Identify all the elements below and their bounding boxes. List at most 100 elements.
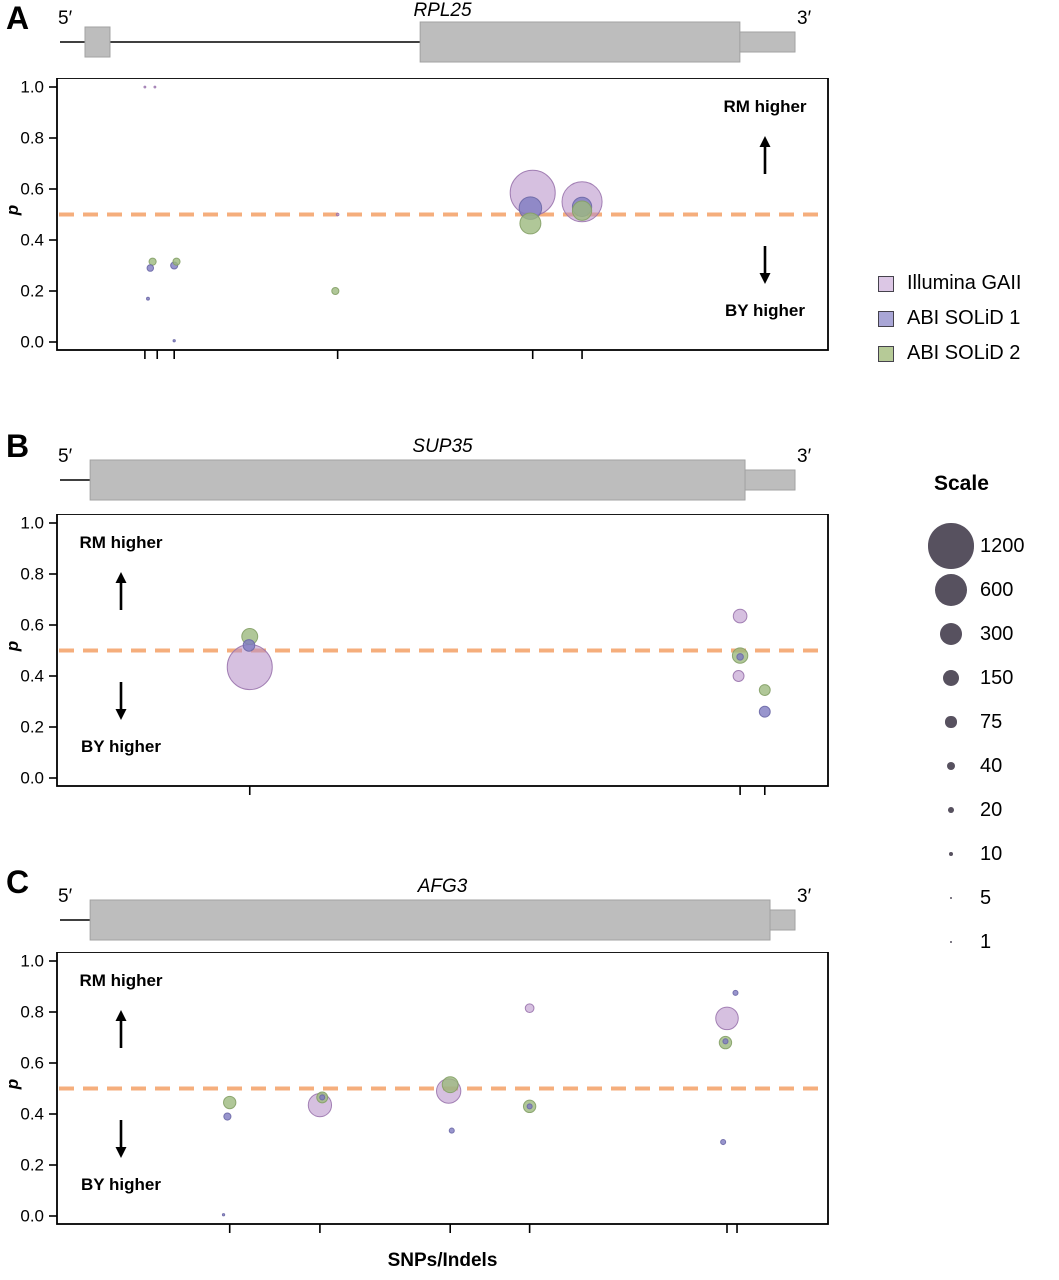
gene-structure-diagram-a [60, 21, 796, 63]
data-point-gaii [732, 608, 748, 624]
scale-circle [946, 761, 956, 771]
gene-exon-box [769, 909, 796, 931]
down-arrowhead [115, 1147, 127, 1158]
scale-size-label: 10 [980, 842, 1003, 865]
data-point-solid1 [736, 653, 744, 661]
scale-circle-cell [922, 940, 980, 944]
gene-exon-box [84, 26, 111, 58]
panel-label-b: B [6, 428, 30, 464]
data-point-solid1 [146, 264, 155, 272]
scale-row: 75 [922, 700, 1059, 744]
gene-structure-diagram-c [60, 899, 796, 941]
data-point-solid2 [148, 257, 157, 266]
y-tick-label: 0.8 [20, 1003, 44, 1022]
legend-label: Illumina GAII [907, 272, 1022, 294]
scale-circle-cell [922, 523, 980, 569]
legend-item-solid1: ABI SOLiD 1 [878, 307, 1021, 330]
scale-circle [935, 574, 967, 606]
scale-row: 300 [922, 612, 1059, 656]
scale-circle-cell [922, 896, 980, 900]
plot-frame [56, 514, 829, 787]
y-tick-label: 0.8 [20, 129, 44, 148]
platform-legend: Illumina GAII ABI SOLiD 1 ABI SOLiD 2 [878, 272, 1021, 365]
data-point-solid2 [571, 200, 593, 221]
y-tick-label: 0.6 [20, 616, 44, 635]
rm-higher-label: RM higher [723, 97, 806, 116]
scale-size-label: 1 [980, 930, 992, 953]
data-point-solid2 [331, 286, 340, 296]
scale-size-label: 20 [980, 798, 1003, 821]
bubble-plot-a: 0.0 0.2 0.4 0.6 0.8 1.0 RM higher BY higher [20, 78, 829, 359]
y-tick-label: 0.2 [20, 1156, 44, 1175]
y-tick-label: 1.0 [20, 952, 44, 971]
by-higher-label: BY higher [725, 301, 805, 320]
down-arrowhead [759, 273, 771, 284]
data-point-solid1 [526, 1103, 533, 1110]
three-prime-label-b: 3′ [797, 446, 812, 467]
bubble-plot-b: 0.0 0.2 0.4 0.6 0.8 1.0 RM higher BY higher [20, 514, 829, 795]
scale-row: 20 [922, 788, 1059, 832]
gene-name-afg3: AFG3 [417, 876, 468, 897]
data-point-solid1 [448, 1127, 455, 1134]
legend-label: ABI SOLiD 1 [907, 307, 1021, 329]
gene-exon-box [89, 459, 746, 501]
scale-circle [928, 523, 974, 569]
up-arrowhead [759, 136, 771, 147]
scale-circle [939, 622, 963, 646]
data-point-solid1 [223, 1112, 232, 1121]
by-higher-label: BY higher [81, 737, 161, 756]
scale-circle [948, 807, 954, 813]
scale-row: 1 [922, 920, 1059, 964]
data-point-solid1 [242, 639, 256, 652]
plot-frame [56, 78, 829, 351]
legend-label: ABI SOLiD 2 [907, 342, 1021, 364]
y-tick-label: 0.6 [20, 180, 44, 199]
panel-label-a: A [6, 0, 30, 36]
y-tick-label: 0.0 [20, 1207, 44, 1226]
panel-label-c: C [6, 864, 30, 900]
y-tick-label: 1.0 [20, 514, 44, 533]
scale-circle-cell [922, 574, 980, 606]
scale-circle [948, 851, 954, 857]
up-arrowhead [115, 572, 127, 583]
bubble-plot-c: 0.0 0.2 0.4 0.6 0.8 1.0 RM higher BY higher [20, 952, 829, 1233]
five-prime-label-c: 5′ [58, 886, 73, 907]
scale-circle [949, 896, 953, 900]
data-point-gaii [153, 85, 157, 89]
y-tick-label: 0.8 [20, 565, 44, 584]
scale-circle [945, 716, 957, 728]
five-prime-label-a: 5′ [58, 8, 73, 29]
five-prime-label-b: 5′ [58, 446, 73, 467]
gene-name-rpl25: RPL25 [413, 0, 472, 21]
gene-exon-box [419, 21, 741, 63]
scale-legend-title: Scale [934, 472, 989, 495]
scale-row: 1200 [922, 523, 1059, 569]
scale-size-label: 600 [980, 578, 1014, 601]
y-tick-label: 0.4 [20, 1105, 44, 1124]
y-tick-label: 0.0 [20, 769, 44, 788]
scale-legend: Scale 1200 600 300 150 75 40 20 10 5 1 [922, 472, 1059, 964]
y-tick-label: 0.2 [20, 282, 44, 301]
y-tick-label: 0.6 [20, 1054, 44, 1073]
scale-circle-cell [922, 670, 980, 686]
gene-exon-box [739, 31, 796, 53]
legend-swatch-solid2 [878, 345, 894, 362]
gene-exon-box [744, 469, 796, 491]
data-point-solid2 [758, 684, 771, 696]
y-tick-label: 0.2 [20, 718, 44, 737]
data-point-solid2 [172, 257, 181, 266]
scale-circle [949, 940, 953, 944]
y-tick-label: 1.0 [20, 78, 44, 97]
legend-item-solid2: ABI SOLiD 2 [878, 342, 1021, 365]
data-point-solid2 [441, 1076, 459, 1094]
data-point-solid1 [146, 296, 150, 301]
rm-higher-label: RM higher [79, 533, 162, 552]
legend-item-gaii: Illumina GAII [878, 272, 1021, 295]
by-higher-label: BY higher [81, 1175, 161, 1194]
legend-swatch-solid1 [878, 310, 894, 327]
y-tick-label: 0.4 [20, 667, 44, 686]
gene-exon-box [89, 899, 771, 941]
data-point-solid1 [319, 1094, 326, 1101]
data-point-gaii [335, 212, 340, 217]
y-tick-label: 0.4 [20, 231, 44, 250]
